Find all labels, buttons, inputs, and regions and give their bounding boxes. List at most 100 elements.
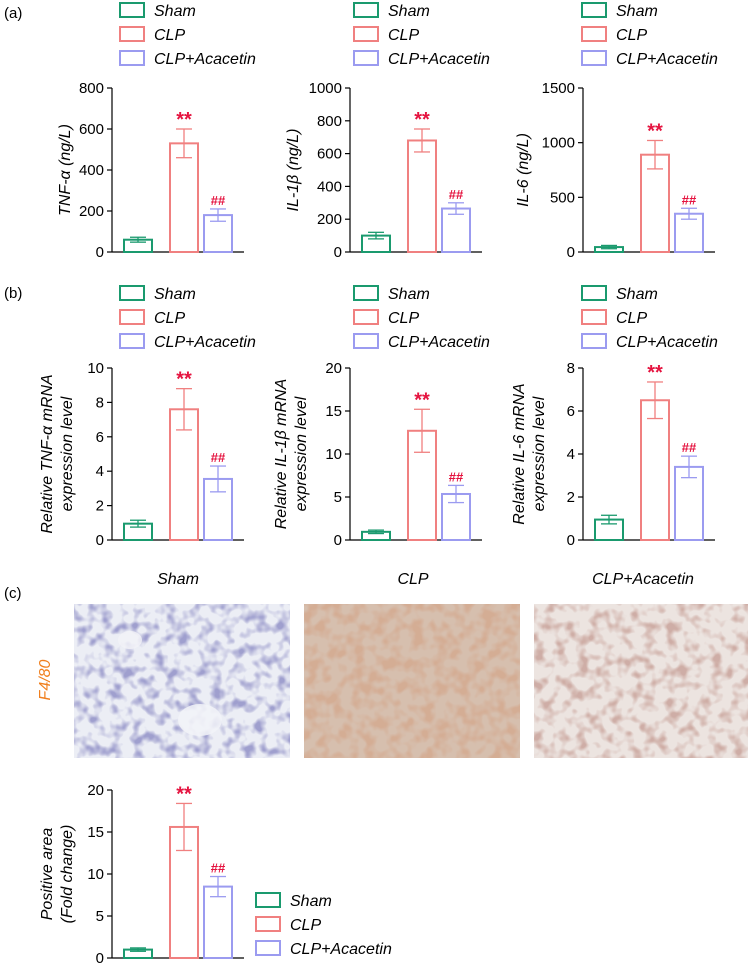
panel-label-b: (b) xyxy=(4,285,22,302)
legend-label: CLP+Acacetin xyxy=(388,51,490,68)
sig-marker-vs-sham: ** xyxy=(414,389,430,411)
legend-swatch-clp-acacetin xyxy=(581,333,607,349)
legend-swatch-clp xyxy=(119,26,145,42)
y-axis-label: Relative IL-1β mRNA xyxy=(273,379,290,530)
bar-clp xyxy=(640,153,670,253)
sig-marker-vs-sham: ** xyxy=(176,109,192,131)
y-tick-label: 1000 xyxy=(542,135,575,152)
stain-label-f480: F4/80 xyxy=(37,659,54,700)
y-tick-label: 15 xyxy=(87,824,104,841)
y-tick-label: 0 xyxy=(96,532,104,549)
legend-label: Sham xyxy=(154,286,196,303)
bar-clp-acacetin xyxy=(203,214,233,254)
y-tick-label: 500 xyxy=(550,189,575,206)
legend-swatch-clp-acacetin xyxy=(119,333,145,349)
legend-label: Sham xyxy=(616,3,658,20)
y-tick-label: 6 xyxy=(96,429,104,446)
chart-positive-area: 0 5 10 15 20 Positive area (Fold change) ** ## xyxy=(39,782,244,966)
y-tick-label: 20 xyxy=(87,782,104,799)
legend-label: CLP xyxy=(154,27,185,44)
y-tick-label: 0 xyxy=(567,532,575,549)
legend-label: CLP+Acacetin xyxy=(290,941,392,958)
legend-swatch-sham xyxy=(353,2,379,18)
y-tick-label: 2 xyxy=(96,498,104,515)
y-tick-label: 200 xyxy=(317,211,342,228)
y-tick-label: 800 xyxy=(79,80,104,97)
micro-title-clp-acacetin: CLP+Acacetin xyxy=(592,571,694,588)
micro-title-sham: Sham xyxy=(157,571,199,588)
y-axis-label: (Fold change) xyxy=(59,825,76,924)
y-tick-label: 5 xyxy=(334,489,342,506)
y-tick-label: 4 xyxy=(567,446,575,463)
legend-label: Sham xyxy=(290,893,332,910)
y-tick-label: 10 xyxy=(325,446,342,463)
y-axis-label: Relative IL-6 mRNA xyxy=(511,383,528,524)
y-tick-label: 200 xyxy=(79,203,104,220)
legend-swatch-sham xyxy=(353,285,379,301)
legend-swatch-clp xyxy=(353,309,379,325)
y-tick-label: 400 xyxy=(79,162,104,179)
sig-marker-vs-clp: ## xyxy=(211,193,226,208)
sig-marker-vs-sham: ** xyxy=(647,362,663,384)
chart-il6-mrna: 0 2 4 6 8 Relative IL-6 mRNA expression level *… xyxy=(511,360,715,549)
y-tick-label: 600 xyxy=(317,146,342,163)
legend-label: CLP+Acacetin xyxy=(154,334,256,351)
y-axis-label: expression level xyxy=(293,396,310,511)
chart-tnf-alpha-mrna: 0 2 4 6 8 10 Relative TNF-α mRNA expression lev… xyxy=(39,360,244,549)
legend-swatch-clp xyxy=(581,26,607,42)
sig-marker-vs-sham: ** xyxy=(414,109,430,131)
legend-swatch-clp-acacetin xyxy=(353,50,379,66)
y-tick-label: 0 xyxy=(334,244,342,261)
y-tick-label: 20 xyxy=(325,360,342,377)
sig-marker-vs-sham: ** xyxy=(176,369,192,391)
y-axis-label: IL-1β (ng/L) xyxy=(285,129,302,212)
legend-label: Sham xyxy=(388,3,430,20)
legend-label: Sham xyxy=(616,286,658,303)
y-tick-label: 6 xyxy=(567,403,575,420)
micrograph-clp-acacetin xyxy=(534,604,748,758)
micro-title-clp: CLP xyxy=(397,571,428,588)
micrograph-clp xyxy=(304,604,520,758)
y-tick-label: 0 xyxy=(96,244,104,261)
legend-swatch-sham xyxy=(581,285,607,301)
legend-label: Sham xyxy=(154,3,196,20)
y-tick-label: 15 xyxy=(325,403,342,420)
legend-swatch-sham xyxy=(119,2,145,18)
chart-il6-protein: 0 500 1000 1500 IL-6 (ng/L) ** ## xyxy=(515,80,715,261)
legend-swatch-clp-acacetin xyxy=(255,940,281,956)
legend-swatch-sham xyxy=(581,2,607,18)
y-tick-label: 0 xyxy=(96,950,104,966)
chart-il1b-mrna: 0 5 10 15 20 Relative IL-1β mRNA expression le… xyxy=(273,360,482,549)
y-tick-label: 1000 xyxy=(309,80,342,97)
legend-swatch-sham xyxy=(119,285,145,301)
legend-label: CLP xyxy=(616,27,647,44)
y-axis-label: expression level xyxy=(531,396,548,511)
y-tick-label: 2 xyxy=(567,489,575,506)
legend-label: CLP+Acacetin xyxy=(616,334,718,351)
y-tick-label: 10 xyxy=(87,866,104,883)
legend-label: CLP+Acacetin xyxy=(154,51,256,68)
legend-swatch-clp xyxy=(255,916,281,932)
legend-label: CLP+Acacetin xyxy=(388,334,490,351)
legend-swatch-clp-acacetin xyxy=(119,50,145,66)
bar-clp-acacetin xyxy=(674,212,704,254)
legend-label: CLP+Acacetin xyxy=(616,51,718,68)
y-tick-label: 4 xyxy=(96,463,104,480)
y-tick-label: 8 xyxy=(567,360,575,377)
bar-clp-acacetin xyxy=(203,885,233,959)
y-tick-label: 400 xyxy=(317,178,342,195)
legend-swatch-clp xyxy=(119,309,145,325)
y-tick-label: 0 xyxy=(567,244,575,261)
y-axis-label: IL-6 (ng/L) xyxy=(515,133,532,207)
chart-tnf-alpha-protein: 0 200 400 600 800 TNF-α (ng/L) ** ## xyxy=(57,80,244,261)
sig-marker-vs-clp: ## xyxy=(449,187,464,202)
y-tick-label: 600 xyxy=(79,121,104,138)
legend-label: CLP xyxy=(290,917,321,934)
y-axis-label: Positive area xyxy=(39,828,56,921)
chart-il1b-protein: 0 200 400 600 800 1000 IL-1β (ng/L) ** ## xyxy=(285,80,482,261)
sig-marker-vs-clp: ## xyxy=(211,861,226,876)
legend-label: CLP xyxy=(154,310,185,327)
y-tick-label: 10 xyxy=(87,360,104,377)
y-tick-label: 5 xyxy=(96,908,104,925)
